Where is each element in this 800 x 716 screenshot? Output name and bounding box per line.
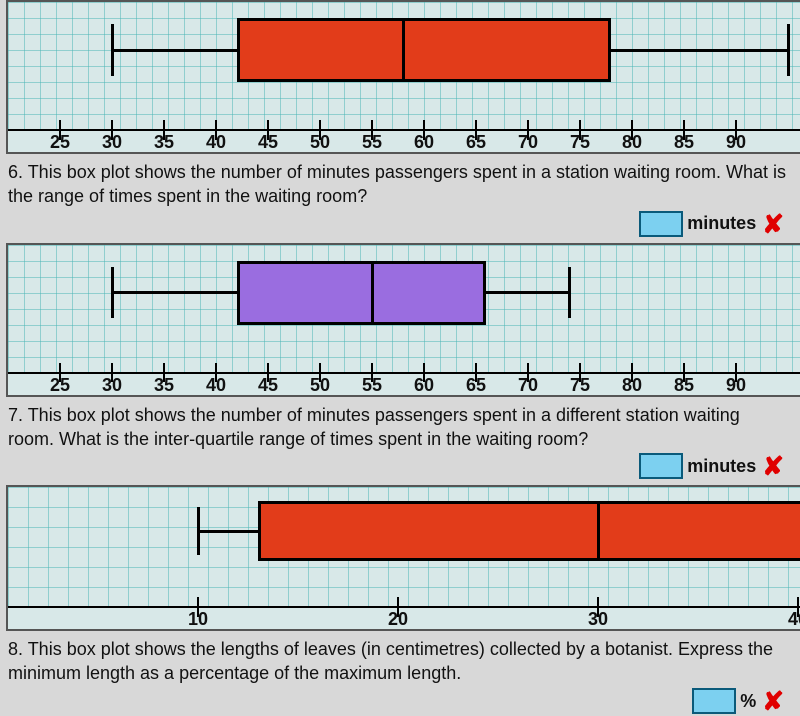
axis-tick-label: 90 bbox=[726, 375, 746, 396]
axis-tick-label: 35 bbox=[154, 132, 174, 153]
answer-unit-q7: minutes bbox=[687, 454, 756, 478]
axis-tick-label: 50 bbox=[310, 375, 330, 396]
axis-tick-label: 35 bbox=[154, 375, 174, 396]
axis-tick-label: 30 bbox=[588, 609, 608, 630]
boxplot-q6: 25 30 35 40 45 50 55 60 65 70 75 80 85 90 bbox=[6, 0, 800, 154]
answer-input-q6[interactable] bbox=[639, 211, 683, 237]
axis-tick-label: 55 bbox=[362, 375, 382, 396]
boxplot-q8: 10 20 30 40 bbox=[6, 485, 800, 631]
axis-tick-label: 80 bbox=[622, 375, 642, 396]
axis-tick-label: 60 bbox=[414, 375, 434, 396]
question-6-text: 6. This box plot shows the number of min… bbox=[8, 160, 790, 209]
axis-tick-label: 45 bbox=[258, 375, 278, 396]
axis-tick-label: 20 bbox=[388, 609, 408, 630]
boxplot-q7: 25 30 35 40 45 50 55 60 65 70 75 80 85 90 bbox=[6, 243, 800, 397]
wrong-icon: ✘ bbox=[762, 211, 784, 237]
axis-tick-label: 60 bbox=[414, 132, 434, 153]
axis-tick-label: 45 bbox=[258, 132, 278, 153]
axis-tick-label: 40 bbox=[206, 375, 226, 396]
wrong-icon: ✘ bbox=[762, 453, 784, 479]
axis-tick-label: 65 bbox=[466, 375, 486, 396]
answer-unit-q8: % bbox=[740, 689, 756, 713]
answer-row-q8: % ✘ bbox=[8, 688, 790, 714]
axis-tick-label: 65 bbox=[466, 132, 486, 153]
answer-row-q6: minutes ✘ bbox=[8, 211, 790, 237]
question-6: 6. This box plot shows the number of min… bbox=[8, 160, 790, 237]
axis-tick-label: 70 bbox=[518, 132, 538, 153]
axis-tick-label: 30 bbox=[102, 132, 122, 153]
question-7: 7. This box plot shows the number of min… bbox=[8, 403, 790, 480]
axis-tick-label: 25 bbox=[50, 132, 70, 153]
answer-input-q7[interactable] bbox=[639, 453, 683, 479]
axis-tick-label: 10 bbox=[188, 609, 208, 630]
answer-row-q7: minutes ✘ bbox=[8, 453, 790, 479]
wrong-icon: ✘ bbox=[762, 688, 784, 714]
question-7-text: 7. This box plot shows the number of min… bbox=[8, 403, 790, 452]
axis-tick-label: 55 bbox=[362, 132, 382, 153]
axis-tick-label: 80 bbox=[622, 132, 642, 153]
axis-tick-label: 30 bbox=[102, 375, 122, 396]
answer-input-q8[interactable] bbox=[692, 688, 736, 714]
axis-tick-label: 25 bbox=[50, 375, 70, 396]
axis-tick-label: 85 bbox=[674, 132, 694, 153]
axis-tick-label: 70 bbox=[518, 375, 538, 396]
axis-tick-label: 90 bbox=[726, 132, 746, 153]
question-8-text: 8. This box plot shows the lengths of le… bbox=[8, 637, 790, 686]
axis-tick-label: 40 bbox=[206, 132, 226, 153]
axis-tick-label: 40 bbox=[788, 609, 800, 630]
answer-unit-q6: minutes bbox=[687, 211, 756, 235]
axis-tick-label: 75 bbox=[570, 132, 590, 153]
axis-tick-label: 50 bbox=[310, 132, 330, 153]
axis-tick-label: 85 bbox=[674, 375, 694, 396]
axis-tick-label: 75 bbox=[570, 375, 590, 396]
question-8: 8. This box plot shows the lengths of le… bbox=[8, 637, 790, 714]
